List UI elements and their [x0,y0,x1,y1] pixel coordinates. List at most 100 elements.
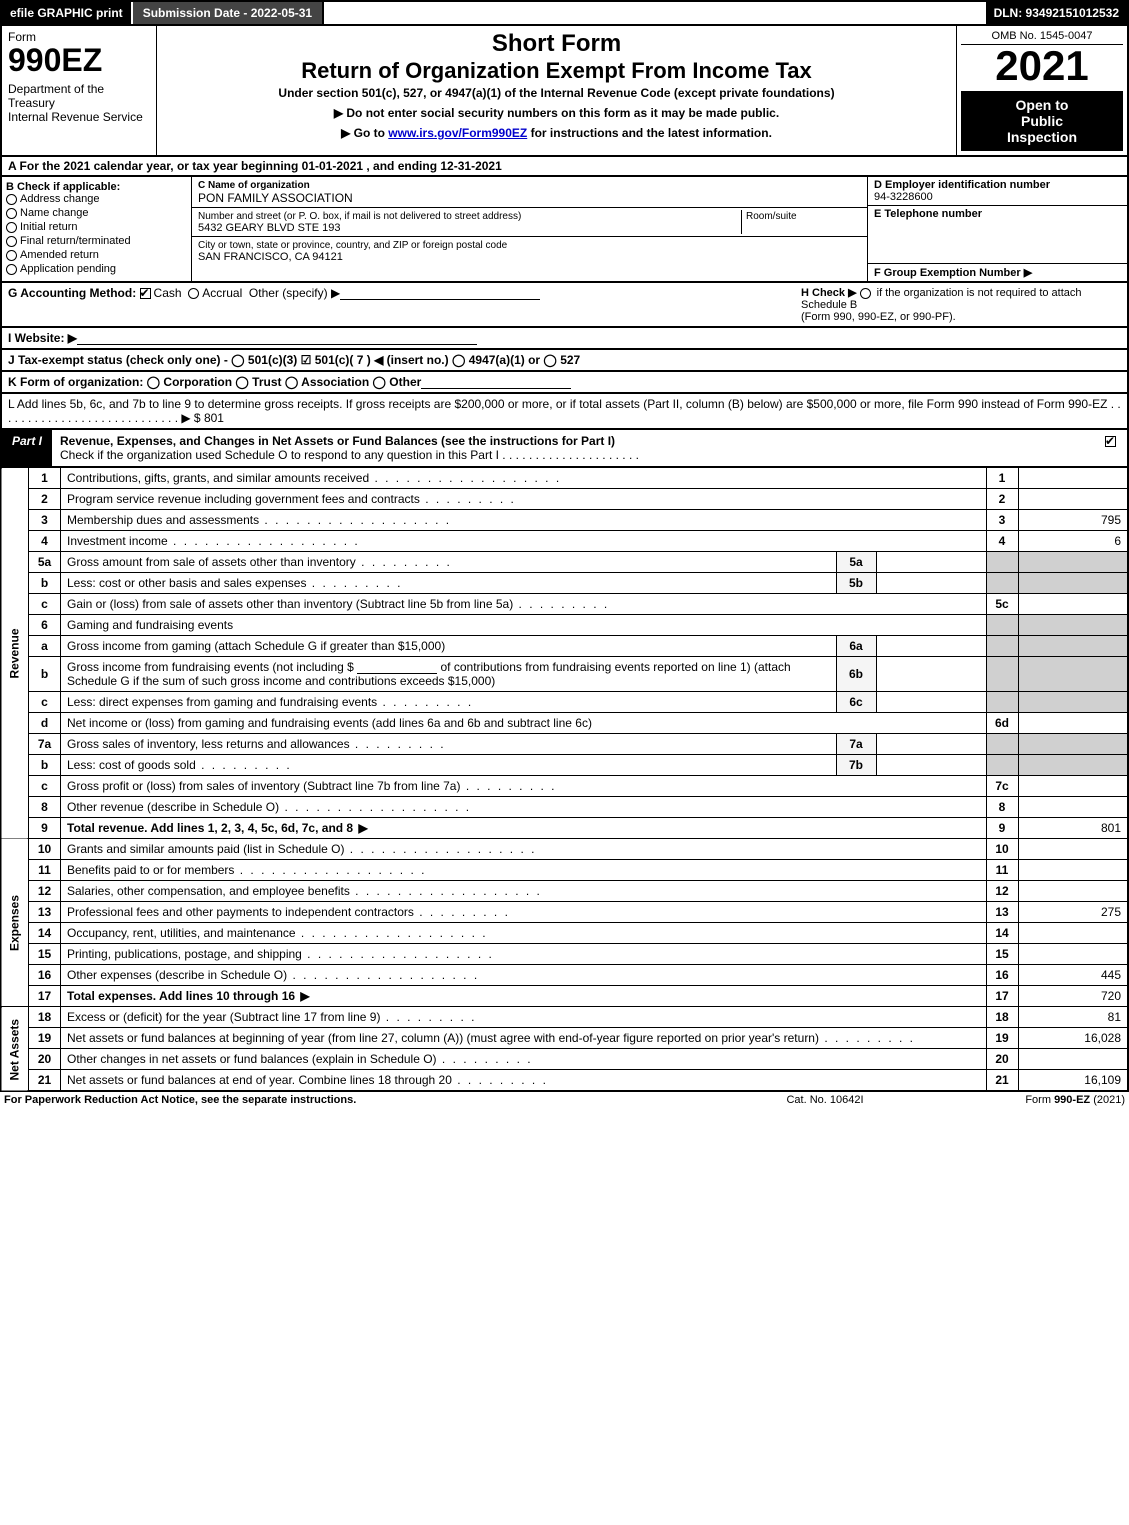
e-box: E Telephone number [868,206,1127,264]
row-l: L Add lines 5b, 6c, and 7b to line 9 to … [0,394,1129,430]
open-line1: Open to [965,97,1119,113]
line-5a: 5a Gross amount from sale of assets othe… [1,552,1128,573]
f-box: F Group Exemption Number ▶ [868,264,1127,281]
contrib-amount-field[interactable] [357,660,437,674]
line-6: 6 Gaming and fundraising events [1,615,1128,636]
other-org-field[interactable] [421,375,571,389]
under-section: Under section 501(c), 527, or 4947(a)(1)… [165,86,948,100]
efile-print-label[interactable]: efile GRAPHIC print [2,2,131,24]
part1-label: Part I [2,430,52,466]
row-gh: G Accounting Method: Cash Accrual Other … [0,283,1129,328]
footer-left: For Paperwork Reduction Act Notice, see … [4,1094,725,1106]
footer-right: Form 990-EZ (2021) [925,1094,1125,1106]
street-value: 5432 GEARY BLVD STE 193 [198,222,340,234]
open-line3: Inspection [965,129,1119,145]
c-label: C Name of organization [198,180,310,191]
dln-label: DLN: 93492151012532 [986,2,1127,24]
line-7a: 7a Gross sales of inventory, less return… [1,734,1128,755]
chk-initial-return[interactable]: Initial return [6,221,187,233]
part1-header: Part I Revenue, Expenses, and Changes in… [0,430,1129,468]
column-c: C Name of organization PON FAMILY ASSOCI… [192,177,867,281]
line-9: 9 Total revenue. Add lines 1, 2, 3, 4, 5… [1,818,1128,839]
b-label: B Check if applicable: [6,181,187,193]
row-i: I Website: ▶ [0,328,1129,350]
row-k: K Form of organization: ◯ Corporation ◯ … [0,372,1129,394]
return-title: Return of Organization Exempt From Incom… [165,58,948,84]
notice-ssn: ▶ Do not enter social security numbers o… [165,106,948,120]
header-center: Short Form Return of Organization Exempt… [157,26,957,155]
section-bcdef: B Check if applicable: Address change Na… [0,177,1129,283]
open-to-public: Open to Public Inspection [961,91,1123,151]
irs-link[interactable]: www.irs.gov/Form990EZ [388,126,527,140]
chk-schedule-b[interactable] [860,288,871,299]
c-city-row: City or town, state or province, country… [192,237,867,265]
line-7b: b Less: cost of goods sold 7b [1,755,1128,776]
street-label: Number and street (or P. O. box, if mail… [198,211,521,222]
row-j: J Tax-exempt status (check only one) - ◯… [0,350,1129,372]
line-7c: c Gross profit or (loss) from sales of i… [1,776,1128,797]
part1-title: Revenue, Expenses, and Changes in Net As… [52,430,1097,466]
line-18: Net Assets 18 Excess or (deficit) for th… [1,1007,1128,1028]
line-6a: a Gross income from gaming (attach Sched… [1,636,1128,657]
city-value: SAN FRANCISCO, CA 94121 [198,251,343,263]
part1-table: Revenue 1 Contributions, gifts, grants, … [0,468,1129,1092]
line-6b: b Gross income from fundraising events (… [1,657,1128,692]
d-box: D Employer identification number 94-3228… [868,177,1127,206]
tax-year: 2021 [961,45,1123,87]
line-12: 12 Salaries, other compensation, and emp… [1,881,1128,902]
chk-final-return[interactable]: Final return/terminated [6,235,187,247]
line-20: 20 Other changes in net assets or fund b… [1,1049,1128,1070]
top-spacer [324,2,985,24]
f-label: F Group Exemption Number ▶ [874,267,1032,279]
chk-schedule-o[interactable] [1105,436,1116,447]
top-bar: efile GRAPHIC print Submission Date - 20… [0,0,1129,24]
chk-application-pending[interactable]: Application pending [6,263,187,275]
line-6c: c Less: direct expenses from gaming and … [1,692,1128,713]
e-label: E Telephone number [874,208,982,220]
line-10: Expenses 10 Grants and similar amounts p… [1,839,1128,860]
side-net-assets: Net Assets [1,1007,29,1092]
c-name-row: C Name of organization PON FAMILY ASSOCI… [192,177,867,208]
line-16: 16 Other expenses (describe in Schedule … [1,965,1128,986]
line-21: 21 Net assets or fund balances at end of… [1,1070,1128,1092]
other-specify-field[interactable] [340,286,540,300]
d-value: 94-3228600 [874,191,933,203]
header-block: Form 990EZ Department of the Treasury In… [0,24,1129,157]
i-label: I Website: ▶ [8,331,77,345]
footer-cat: Cat. No. 10642I [725,1094,925,1106]
notice-goto-suffix: for instructions and the latest informat… [527,126,772,140]
h-section: H Check ▶ if the organization is not req… [801,286,1121,323]
row-a: A For the 2021 calendar year, or tax yea… [0,157,1129,177]
line-2: 2 Program service revenue including gove… [1,489,1128,510]
chk-address-change[interactable]: Address change [6,193,187,205]
k-label: K Form of organization: ◯ Corporation ◯ … [8,375,421,389]
j-label: J Tax-exempt status (check only one) - ◯… [8,353,580,367]
open-line2: Public [965,113,1119,129]
short-form-title: Short Form [165,30,948,58]
line-8: 8 Other revenue (describe in Schedule O)… [1,797,1128,818]
part1-check [1097,430,1127,466]
line-5b: b Less: cost or other basis and sales ex… [1,573,1128,594]
line-4: 4 Investment income 4 6 [1,531,1128,552]
line-14: 14 Occupancy, rent, utilities, and maint… [1,923,1128,944]
header-right: OMB No. 1545-0047 2021 Open to Public In… [957,26,1127,155]
line-3: 3 Membership dues and assessments 3 795 [1,510,1128,531]
column-def: D Employer identification number 94-3228… [867,177,1127,281]
chk-name-change[interactable]: Name change [6,207,187,219]
line-5c: c Gain or (loss) from sale of assets oth… [1,594,1128,615]
form-number: 990EZ [8,44,150,76]
column-b: B Check if applicable: Address change Na… [2,177,192,281]
line-11: 11 Benefits paid to or for members 11 [1,860,1128,881]
side-expenses: Expenses [1,839,29,1007]
chk-accrual[interactable] [188,288,199,299]
website-field[interactable] [77,331,477,345]
room-label: Room/suite [746,211,797,222]
chk-amended-return[interactable]: Amended return [6,249,187,261]
line-17: 17 Total expenses. Add lines 10 through … [1,986,1128,1007]
header-left: Form 990EZ Department of the Treasury In… [2,26,157,155]
g-label: G Accounting Method: [8,286,136,300]
line-15: 15 Printing, publications, postage, and … [1,944,1128,965]
city-label: City or town, state or province, country… [198,240,507,251]
line-1: Revenue 1 Contributions, gifts, grants, … [1,468,1128,489]
chk-cash[interactable] [140,288,151,299]
